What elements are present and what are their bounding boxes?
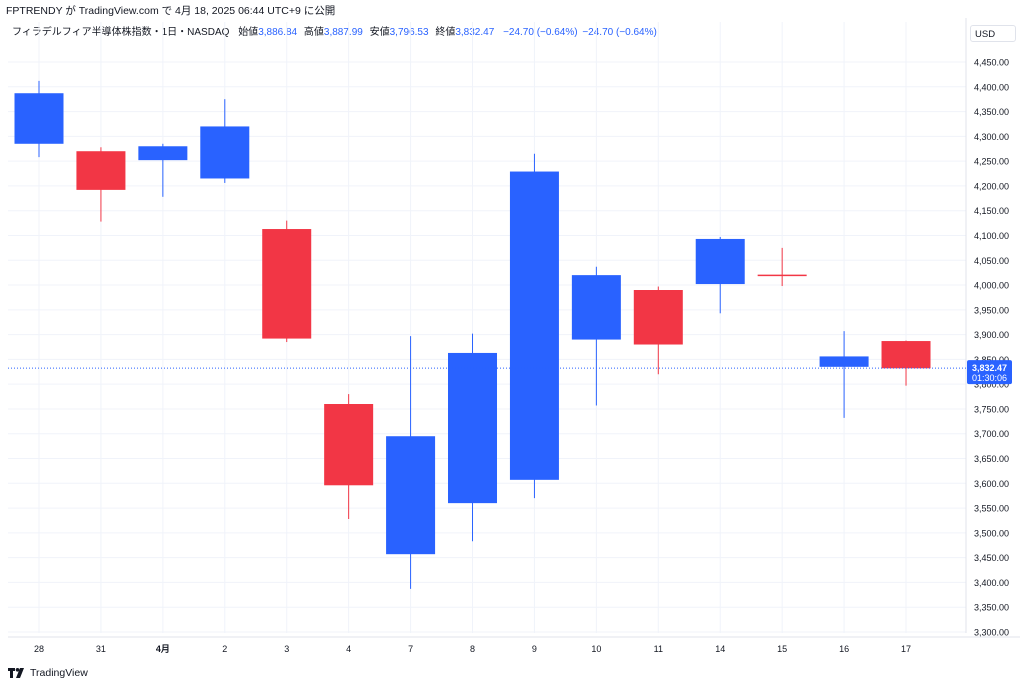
tradingview-logo-icon: [8, 668, 24, 678]
high-value: 3,887.99: [323, 27, 363, 38]
low-value: 3,796.53: [389, 27, 429, 38]
y-tick-label: 4,300.00: [974, 132, 1009, 142]
x-tick-label: 28: [34, 644, 44, 654]
high-label: 高値: [303, 27, 324, 38]
ohlc-legend: フィラデルフィア半導体株指数・1日・NASDAQ 始値3,886.84 高値3,…: [12, 26, 657, 40]
low-label: 安値: [369, 27, 390, 38]
y-tick-label: 4,250.00: [974, 157, 1009, 167]
candle-body: [695, 238, 745, 285]
tradingview-footer[interactable]: TradingView: [8, 665, 88, 681]
price-tag-value: 3,832.47: [972, 363, 1007, 373]
open-value: 3,886.84: [258, 27, 298, 38]
y-tick-label: 3,500.00: [974, 528, 1009, 538]
y-tick-label: 4,350.00: [974, 107, 1009, 117]
candle-body: [571, 275, 621, 340]
x-tick-label: 4: [346, 644, 351, 654]
x-tick-label: 7: [408, 644, 413, 654]
candle-body: [509, 171, 559, 480]
y-tick-label: 3,550.00: [974, 504, 1009, 514]
change-percent-value: −24.70 (−0.64%): [582, 27, 657, 38]
y-tick-label: 3,450.00: [974, 553, 1009, 563]
y-tick-label: 3,600.00: [974, 479, 1009, 489]
tradingview-brand: TradingView: [30, 667, 88, 679]
y-tick-label: 4,450.00: [974, 58, 1009, 68]
y-tick-label: 3,850.00: [974, 355, 1009, 365]
close-label: 終値: [435, 27, 456, 38]
candle-body: [881, 341, 931, 369]
close-value: 3,832.47: [455, 27, 495, 38]
x-tick-label: 2: [222, 644, 227, 654]
open-label: 始値: [238, 27, 259, 38]
candle-body: [200, 126, 250, 179]
x-tick-label: 16: [839, 644, 849, 654]
y-tick-label: 3,350.00: [974, 603, 1009, 613]
symbol-description: フィラデルフィア半導体株指数・1日・NASDAQ: [12, 27, 230, 38]
y-tick-label: 3,400.00: [974, 578, 1009, 588]
x-tick-label: 4月: [156, 644, 170, 654]
y-tick-label: 3,750.00: [974, 404, 1009, 414]
y-tick-label: 4,050.00: [974, 256, 1009, 266]
publish-info: FPTRENDY が TradingView.com で 4月 18, 2025…: [6, 5, 336, 17]
y-tick-label: 4,150.00: [974, 206, 1009, 216]
candle-body: [138, 146, 188, 161]
x-tick-label: 31: [96, 644, 106, 654]
change-value: −24.70 (−0.64%): [503, 27, 578, 38]
candle-body: [324, 404, 374, 486]
y-tick-label: 4,100.00: [974, 231, 1009, 241]
y-tick-label: 3,800.00: [974, 380, 1009, 390]
y-tick-label: 4,400.00: [974, 82, 1009, 92]
x-tick-label: 14: [715, 644, 725, 654]
x-tick-label: 11: [654, 644, 663, 654]
y-tick-label: 3,900.00: [974, 330, 1009, 340]
x-tick-label: 17: [901, 644, 911, 654]
candle-body: [386, 436, 436, 555]
currency-button[interactable]: USD: [970, 25, 1016, 42]
price-tag: [967, 360, 1012, 385]
candle-body: [819, 356, 869, 367]
x-tick-label: 10: [591, 644, 601, 654]
candle-body: [262, 229, 312, 339]
y-tick-label: 4,200.00: [974, 181, 1009, 191]
candle-body: [633, 290, 683, 345]
y-tick-label: 3,300.00: [974, 628, 1009, 638]
price-tag-countdown: 01:30:06: [972, 373, 1007, 383]
y-tick-label: 3,950.00: [974, 305, 1009, 315]
candle-body: [757, 274, 807, 277]
x-tick-label: 3: [284, 644, 289, 654]
y-tick-label: 3,700.00: [974, 429, 1009, 439]
candle-body: [14, 93, 64, 144]
candle-body: [76, 151, 126, 190]
y-tick-label: 4,000.00: [974, 281, 1009, 291]
x-tick-label: 8: [470, 644, 475, 654]
y-tick-label: 3,650.00: [974, 454, 1009, 464]
x-tick-label: 15: [777, 644, 787, 654]
candle-body: [448, 352, 498, 504]
x-tick-label: 9: [532, 644, 537, 654]
